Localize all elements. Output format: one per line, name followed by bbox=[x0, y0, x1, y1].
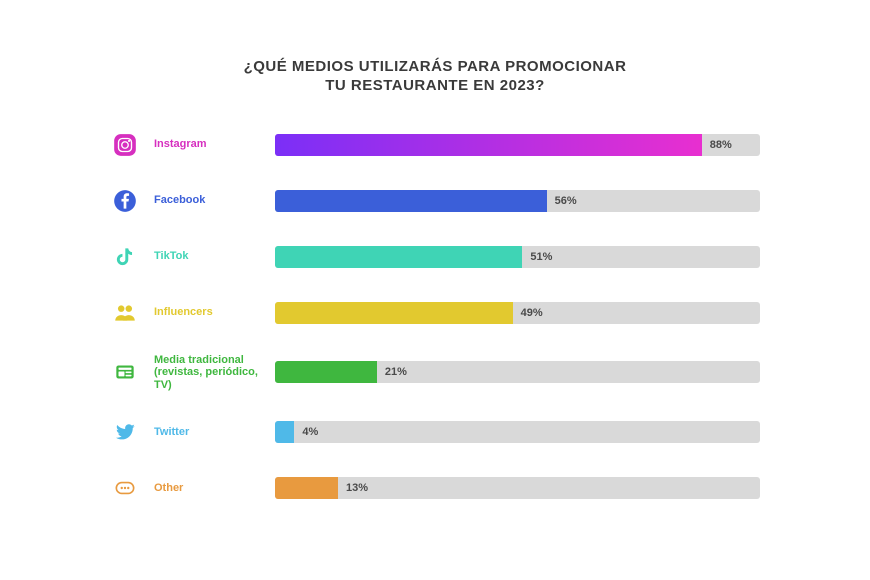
chart-title-line2: TU RESTAURANTE EN 2023? bbox=[325, 77, 545, 94]
chart-title: ¿QUÉ MEDIOS UTILIZARÁS PARA PROMOCIONAR … bbox=[110, 58, 760, 96]
bar-value: 56% bbox=[555, 195, 577, 207]
row-label: Other bbox=[140, 482, 275, 495]
chart-row-influencers: Influencers 49% bbox=[110, 298, 760, 328]
bar-track-cell: 51% bbox=[275, 246, 760, 268]
chart-title-line1: ¿QUÉ MEDIOS UTILIZARÁS PARA PROMOCIONAR bbox=[244, 58, 627, 75]
traditional-icon bbox=[110, 357, 140, 387]
chart-row-tiktok: TikTok 51% bbox=[110, 242, 760, 272]
bar-track-cell: 88% bbox=[275, 134, 760, 156]
bar-track: 51% bbox=[275, 246, 760, 268]
chart-row-traditional: Media tradicional (revistas, periódico, … bbox=[110, 354, 760, 392]
chart-row-other: Other 13% bbox=[110, 473, 760, 503]
bar-track: 88% bbox=[275, 134, 760, 156]
bar-value: 88% bbox=[710, 139, 732, 151]
bar-track: 49% bbox=[275, 302, 760, 324]
bar-value: 13% bbox=[346, 482, 368, 494]
bar-value: 49% bbox=[521, 307, 543, 319]
bar-track-cell: 56% bbox=[275, 190, 760, 212]
chart-row-facebook: Facebook 56% bbox=[110, 186, 760, 216]
bar-fill bbox=[275, 302, 513, 324]
bar-fill bbox=[275, 190, 547, 212]
bar-track: 21% bbox=[275, 361, 760, 383]
row-label: Twitter bbox=[140, 426, 275, 439]
row-label: Facebook bbox=[140, 194, 275, 207]
bar-fill bbox=[275, 134, 702, 156]
twitter-icon bbox=[110, 417, 140, 447]
bar-track-cell: 13% bbox=[275, 477, 760, 499]
bar-track: 13% bbox=[275, 477, 760, 499]
media-promotion-chart: ¿QUÉ MEDIOS UTILIZARÁS PARA PROMOCIONAR … bbox=[110, 58, 760, 503]
chart-rows: Instagram 88% Facebook 56% TikTok 51% Influenc… bbox=[110, 130, 760, 504]
bar-track-cell: 21% bbox=[275, 361, 760, 383]
influencers-icon bbox=[110, 298, 140, 328]
chart-row-twitter: Twitter 4% bbox=[110, 417, 760, 447]
other-icon bbox=[110, 473, 140, 503]
facebook-icon bbox=[110, 186, 140, 216]
bar-value: 4% bbox=[302, 426, 318, 438]
bar-value: 51% bbox=[530, 251, 552, 263]
bar-track-cell: 49% bbox=[275, 302, 760, 324]
tiktok-icon bbox=[110, 242, 140, 272]
chart-row-instagram: Instagram 88% bbox=[110, 130, 760, 160]
row-label: Media tradicional (revistas, periódico, … bbox=[140, 354, 275, 392]
bar-fill bbox=[275, 421, 294, 443]
row-label: Influencers bbox=[140, 306, 275, 319]
bar-fill bbox=[275, 477, 338, 499]
bar-value: 21% bbox=[385, 366, 407, 378]
row-label: Instagram bbox=[140, 138, 275, 151]
row-label: TikTok bbox=[140, 250, 275, 263]
bar-track-cell: 4% bbox=[275, 421, 760, 443]
bar-fill bbox=[275, 361, 377, 383]
bar-track: 4% bbox=[275, 421, 760, 443]
bar-track: 56% bbox=[275, 190, 760, 212]
instagram-icon bbox=[110, 130, 140, 160]
bar-fill bbox=[275, 246, 522, 268]
